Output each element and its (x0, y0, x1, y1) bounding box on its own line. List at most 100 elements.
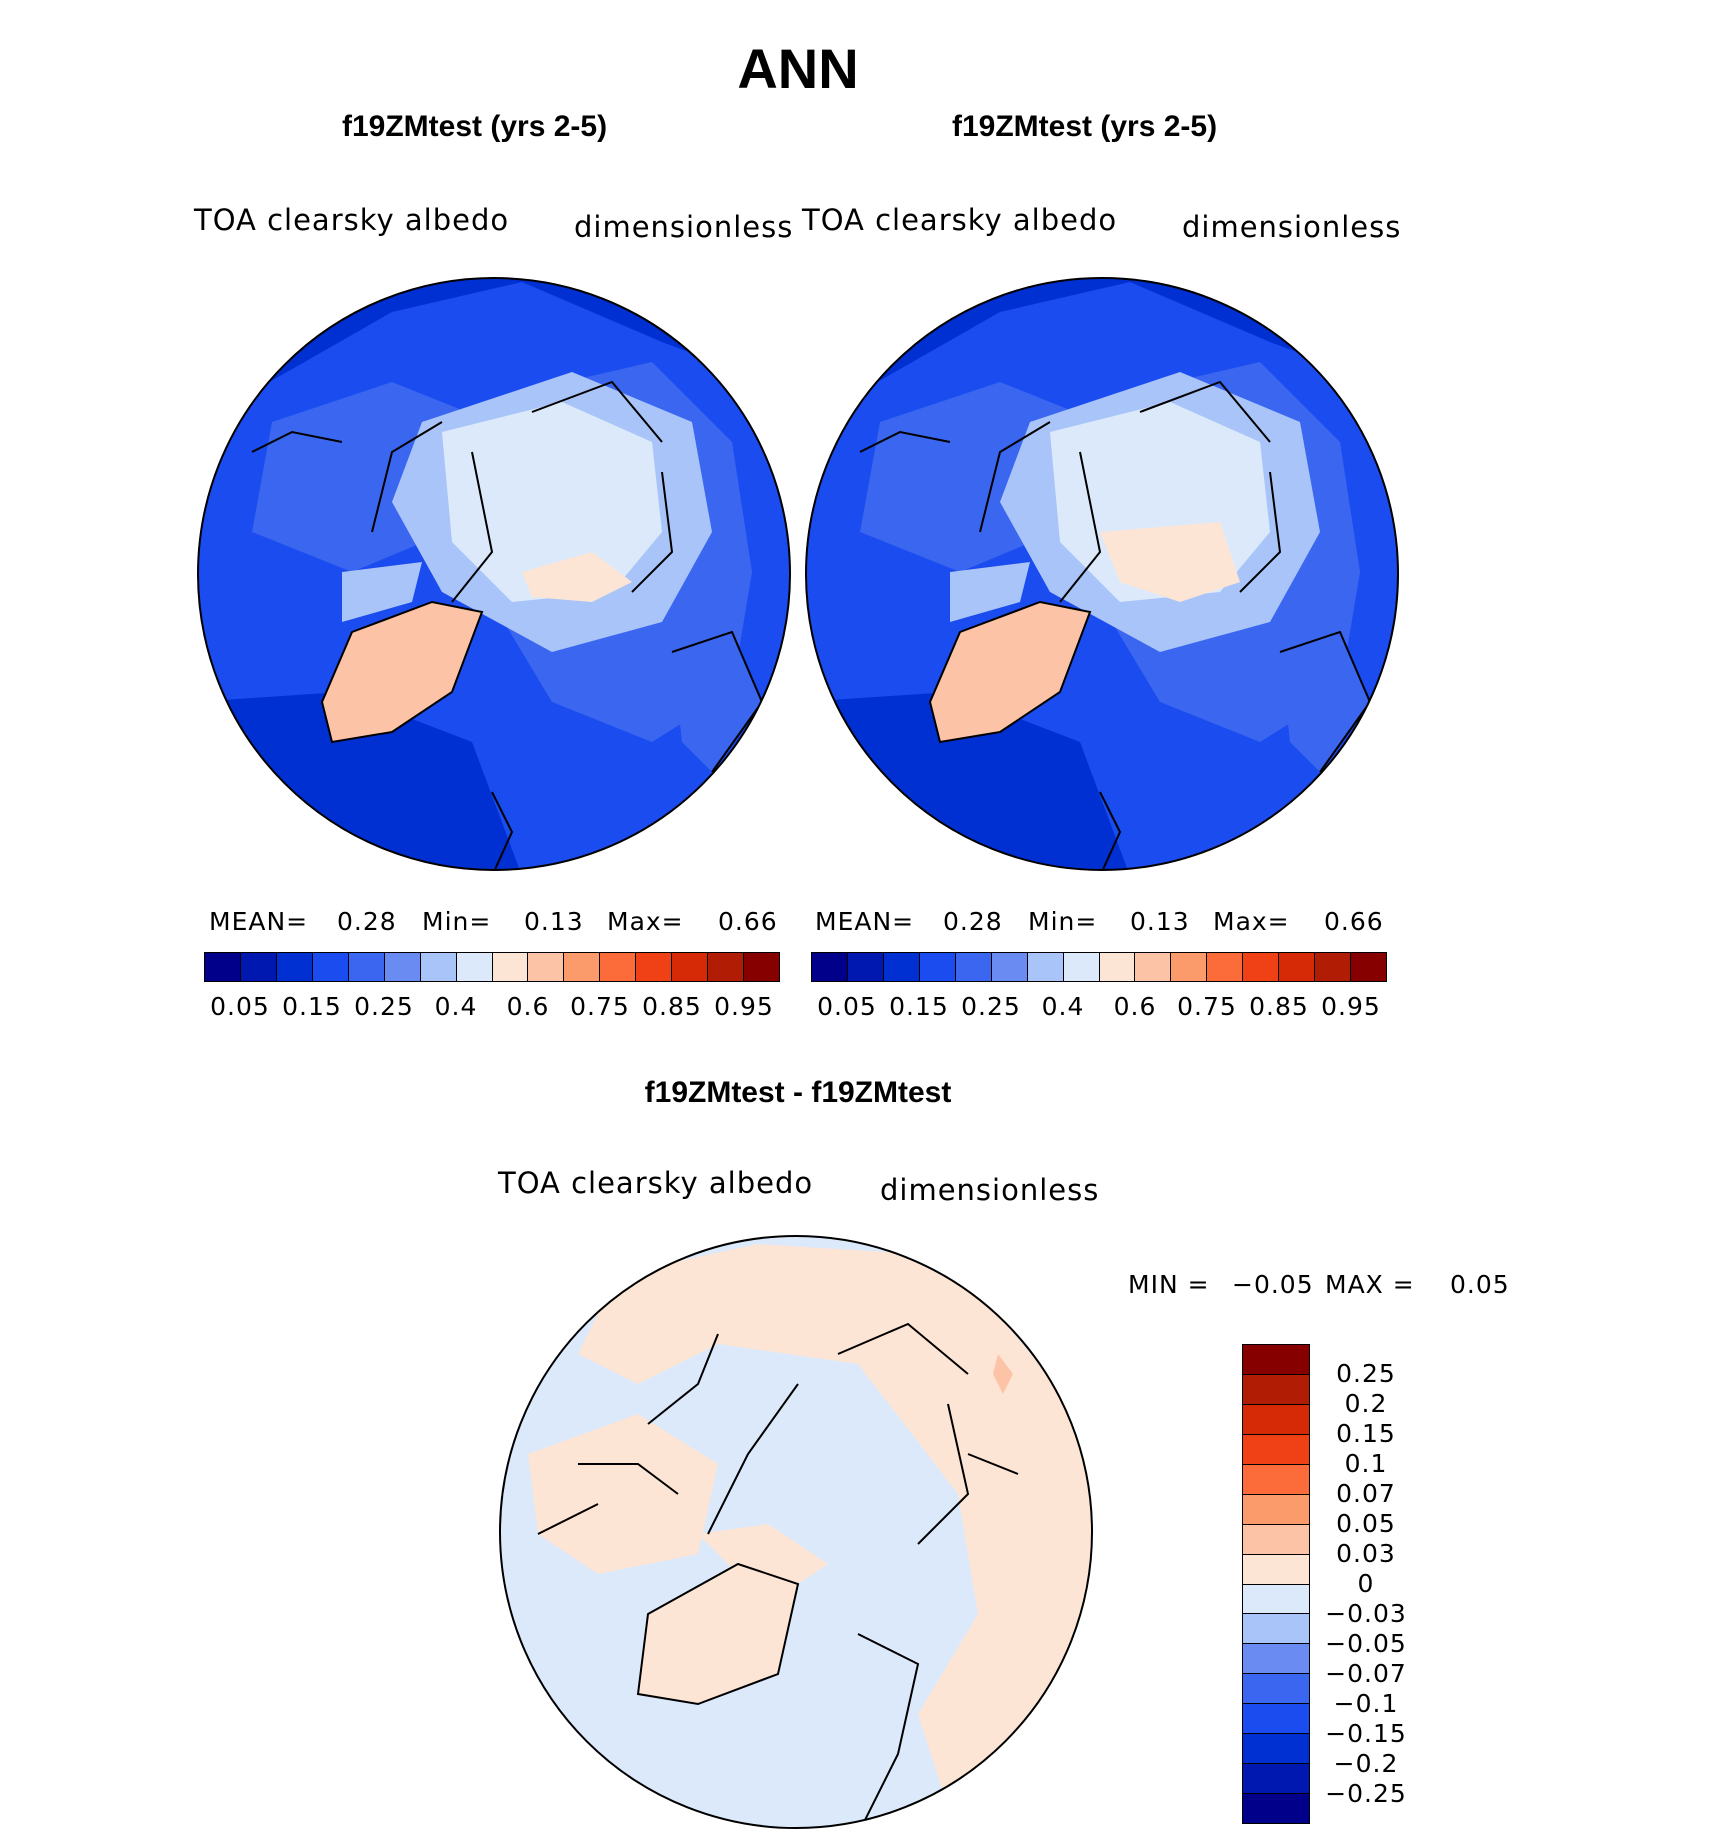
polar-map-1 (197, 277, 791, 871)
colorbar-1-swatch (636, 953, 673, 981)
colorbar-2-swatch (1351, 953, 1386, 981)
diff-colorbar-tick-label: 0.07 (1336, 1479, 1396, 1508)
colorbar-2-swatch (1171, 953, 1208, 981)
panel-2-min-label: Min= (1028, 907, 1098, 936)
panel-1-mean-label: MEAN= (209, 907, 309, 936)
colorbar-2-tick-label: 0.6 (1113, 992, 1157, 1021)
colorbar-2-tick-label: 0.15 (889, 992, 949, 1021)
colorbar-2-tick-label: 0.4 (1041, 992, 1085, 1021)
colorbar-2-swatch (1279, 953, 1316, 981)
diff-min-label: MIN = (1128, 1270, 1210, 1299)
colorbar-2-labels: 0.05 0.15 0.25 0.4 0.6 0.75 0.85 0.95 (811, 992, 1387, 1022)
colorbar-2-tick-label: 0.75 (1177, 992, 1237, 1021)
colorbar-2-swatch (847, 953, 884, 981)
colorbar-1-tick-label: 0.6 (506, 992, 550, 1021)
colorbar-1 (204, 952, 780, 982)
diff-colorbar-swatch (1243, 1614, 1309, 1645)
diff-colorbar-tick-label: 0.1 (1344, 1449, 1388, 1478)
panel-2-units: dimensionless (1182, 210, 1402, 244)
diff-colorbar-tick-label: 0.15 (1336, 1419, 1396, 1448)
diff-colorbar-tick-label: −0.07 (1325, 1659, 1407, 1688)
diff-colorbar-tick-label: 0.05 (1336, 1509, 1396, 1538)
colorbar-2-swatch (1135, 953, 1172, 981)
colorbar-1-tick-label: 0.75 (570, 992, 630, 1021)
diff-colorbar-tick-label: −0.15 (1325, 1719, 1407, 1748)
diff-colorbar-swatch (1243, 1704, 1309, 1735)
panel-1-max-label: Max= (607, 907, 684, 936)
diff-colorbar (1242, 1344, 1310, 1824)
diff-colorbar-tick-label: −0.05 (1325, 1629, 1407, 1658)
colorbar-1-swatch (708, 953, 745, 981)
diff-colorbar-tick-label: 0.03 (1336, 1539, 1396, 1568)
colorbar-1-swatch (528, 953, 565, 981)
colorbar-1-tick-label: 0.05 (210, 992, 270, 1021)
colorbar-1-tick-label: 0.95 (714, 992, 774, 1021)
colorbar-2-swatch (1099, 953, 1136, 981)
diff-colorbar-tick-label: −0.1 (1333, 1689, 1399, 1718)
diff-colorbar-swatch (1243, 1374, 1309, 1405)
colorbar-2-swatch (919, 953, 956, 981)
colorbar-1-swatch (492, 953, 529, 981)
colorbar-2-swatch (955, 953, 992, 981)
diff-variable: TOA clearsky albedo (498, 1166, 814, 1200)
diff-colorbar-swatch (1243, 1794, 1309, 1823)
diff-colorbar-swatch (1243, 1554, 1309, 1585)
colorbar-2-tick-label: 0.85 (1249, 992, 1309, 1021)
diff-colorbar-swatch (1243, 1345, 1309, 1375)
diff-colorbar-tick-label: 0.2 (1344, 1389, 1388, 1418)
panel-1-units: dimensionless (574, 210, 794, 244)
diff-colorbar-swatch (1243, 1404, 1309, 1435)
colorbar-2-tick-label: 0.95 (1321, 992, 1381, 1021)
diff-colorbar-tick-label: −0.03 (1325, 1599, 1407, 1628)
colorbar-2-swatch (1063, 953, 1100, 981)
colorbar-1-swatch (564, 953, 601, 981)
colorbar-1-swatch (276, 953, 313, 981)
panel-2-mean-label: MEAN= (815, 907, 915, 936)
diff-max-value: 0.05 (1450, 1270, 1510, 1299)
panel-1-min-value: 0.13 (524, 907, 584, 936)
diff-colorbar-swatch (1243, 1734, 1309, 1765)
colorbar-1-swatch (456, 953, 493, 981)
colorbar-2-swatch (1315, 953, 1352, 981)
colorbar-2-swatch (812, 953, 848, 981)
diff-colorbar-swatch (1243, 1644, 1309, 1675)
colorbar-2-swatch (991, 953, 1028, 981)
diff-min-value: −0.05 (1232, 1270, 1314, 1299)
colorbar-1-tick-label: 0.15 (282, 992, 342, 1021)
panel-2-variable: TOA clearsky albedo (802, 203, 1118, 237)
panel-2-title: f19ZMtest (yrs 2-5) (952, 110, 1218, 143)
diff-colorbar-swatch (1243, 1464, 1309, 1495)
diff-colorbar-swatch (1243, 1434, 1309, 1465)
colorbar-2-tick-label: 0.05 (817, 992, 877, 1021)
diff-colorbar-tick-label: −0.25 (1325, 1779, 1407, 1808)
polar-map-2 (805, 277, 1399, 871)
diff-title: f19ZMtest - f19ZMtest (644, 1076, 952, 1109)
diff-units: dimensionless (880, 1173, 1100, 1207)
panel-1-mean-value: 0.28 (337, 907, 397, 936)
colorbar-1-swatch (240, 953, 277, 981)
page-title: ANN (737, 37, 859, 100)
colorbar-1-swatch (744, 953, 779, 981)
colorbar-2-swatch (883, 953, 920, 981)
panel-1-variable: TOA clearsky albedo (194, 203, 510, 237)
colorbar-2-swatch (1207, 953, 1244, 981)
panel-1-title: f19ZMtest (yrs 2-5) (342, 110, 608, 143)
colorbar-1-swatch (384, 953, 421, 981)
diff-colorbar-tick-label: 0.25 (1336, 1359, 1396, 1388)
colorbar-1-swatch (205, 953, 241, 981)
colorbar-1-swatch (420, 953, 457, 981)
diff-colorbar-swatch (1243, 1674, 1309, 1705)
diff-colorbar-swatch (1243, 1524, 1309, 1555)
colorbar-1-labels: 0.05 0.15 0.25 0.4 0.6 0.75 0.85 0.95 (204, 992, 780, 1022)
colorbar-2-swatch (1027, 953, 1064, 981)
panel-1-max-value: 0.66 (718, 907, 778, 936)
colorbar-1-tick-label: 0.4 (434, 992, 478, 1021)
colorbar-2 (811, 952, 1387, 982)
diff-colorbar-swatch (1243, 1494, 1309, 1525)
panel-2-max-label: Max= (1213, 907, 1290, 936)
colorbar-2-tick-label: 0.25 (961, 992, 1021, 1021)
diff-colorbar-swatch (1243, 1764, 1309, 1795)
diff-colorbar-tick-label: 0 (1357, 1569, 1375, 1598)
diff-max-label: MAX = (1325, 1270, 1415, 1299)
diff-colorbar-swatch (1243, 1584, 1309, 1615)
